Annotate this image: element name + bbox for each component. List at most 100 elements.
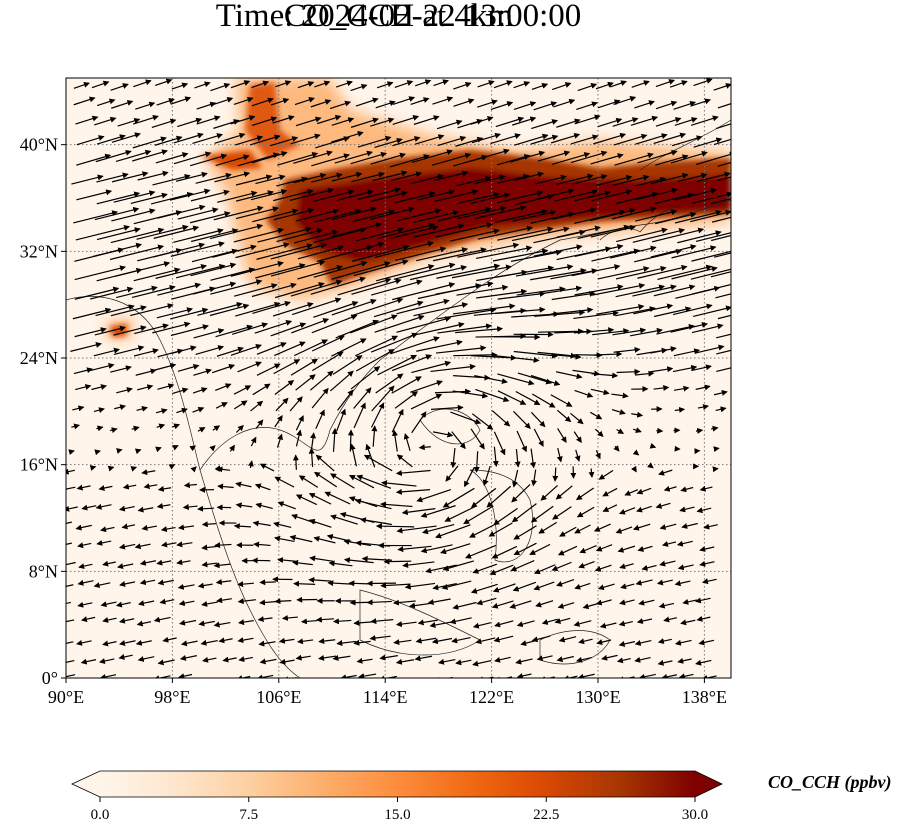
wind-arrow xyxy=(237,152,280,167)
wind-arrow xyxy=(582,603,599,610)
wind-arrow xyxy=(76,639,92,646)
wind-arrow xyxy=(433,170,469,182)
wind-arrow xyxy=(592,328,630,336)
wind-arrow xyxy=(574,582,591,590)
wind-arrow xyxy=(492,248,549,262)
wind-arrow xyxy=(230,343,262,356)
wind-arrow xyxy=(209,445,216,452)
wind-arrow xyxy=(111,100,134,109)
wind-arrow xyxy=(638,599,655,606)
wind-arrow xyxy=(160,526,176,533)
wind-arrow xyxy=(656,427,664,434)
wind-arrow xyxy=(433,189,479,203)
wind-arrow xyxy=(95,503,112,510)
wind-arrow xyxy=(237,598,256,605)
wind-arrow xyxy=(229,444,235,452)
wind-arrow xyxy=(530,448,536,469)
wind-arrow xyxy=(513,81,531,89)
wind-arrow xyxy=(574,449,581,462)
wind-arrow xyxy=(551,561,572,571)
wind-arrow xyxy=(573,310,619,320)
wind-arrow xyxy=(557,428,567,443)
wind-arrow xyxy=(497,173,530,184)
wind-arrow xyxy=(350,117,379,128)
wind-arrow xyxy=(575,487,595,501)
wind-arrow xyxy=(449,617,472,625)
wind-arrow xyxy=(531,469,538,487)
latitude-axis: 0° 8°N 16°N 24°N 32°N 40°N xyxy=(20,135,66,688)
wind-arrow xyxy=(661,541,677,547)
wind-arrow xyxy=(66,561,76,566)
wind-arrow xyxy=(613,133,648,146)
wind-arrow xyxy=(297,638,314,645)
wind-arrow xyxy=(674,406,686,413)
wind-arrow xyxy=(516,286,566,296)
wind-arrow xyxy=(579,545,597,554)
wind-arrow xyxy=(217,483,234,490)
wind-arrow xyxy=(153,242,206,258)
wind-arrow xyxy=(369,635,391,641)
wind-arrow xyxy=(693,78,713,87)
wind-arrow xyxy=(698,639,715,646)
wind-arrow xyxy=(415,79,432,87)
wind-arrow xyxy=(444,505,477,522)
map-title-line-2: Time: 2024-02-22 13:00:00 xyxy=(215,0,582,34)
wind-arrow xyxy=(413,209,460,223)
wind-arrow xyxy=(631,411,644,418)
wind-arrow xyxy=(411,411,427,434)
wind-arrow xyxy=(375,100,396,109)
wind-arrow xyxy=(618,620,633,627)
wind-arrow xyxy=(357,135,392,148)
wind-arrow xyxy=(534,174,567,185)
wind-arrow xyxy=(557,545,578,556)
wind-arrow xyxy=(616,657,631,664)
wind-arrow xyxy=(452,601,477,610)
wind-arrow xyxy=(695,384,711,391)
wind-arrow xyxy=(690,209,731,223)
wind-arrow xyxy=(76,484,91,491)
wind-arrow xyxy=(421,523,455,535)
colorbar-tick-label: 22.5 xyxy=(533,807,559,823)
wind-arrow xyxy=(416,488,452,503)
wind-arrow xyxy=(477,99,498,108)
wind-arrow xyxy=(554,617,571,624)
wind-arrow xyxy=(451,264,513,279)
wind-arrow xyxy=(411,149,453,164)
wind-arrow xyxy=(637,545,653,552)
wind-arrow xyxy=(196,101,217,110)
lat-tick-label: 32°N xyxy=(20,241,58,261)
wind-arrow xyxy=(195,345,225,356)
wind-arrow xyxy=(539,676,555,678)
wind-arrow xyxy=(195,172,232,184)
wind-arrow xyxy=(294,96,315,106)
wind-arrow xyxy=(616,227,668,243)
wind-arrow xyxy=(410,322,465,337)
wind-arrow xyxy=(450,411,482,425)
wind-arrow xyxy=(594,564,612,572)
lon-tick-label: 130°E xyxy=(575,687,620,707)
wind-arrow xyxy=(259,599,278,606)
wind-arrow xyxy=(593,132,627,145)
wind-arrow xyxy=(193,328,225,339)
wind-arrow xyxy=(134,323,169,335)
wind-arrow xyxy=(192,387,208,394)
wind-arrow xyxy=(432,247,487,262)
wind-arrow xyxy=(492,354,540,363)
wind-arrow xyxy=(131,425,140,432)
wind-arrow xyxy=(73,367,93,375)
wind-arrow xyxy=(537,150,571,162)
wind-arrow xyxy=(212,244,257,258)
wind-arrow xyxy=(597,117,623,128)
wind-arrow xyxy=(717,161,731,167)
wind-arrow xyxy=(374,137,403,149)
wind-arrow xyxy=(355,97,379,107)
wind-arrow xyxy=(556,225,601,238)
wind-arrow xyxy=(574,524,591,534)
wind-arrow xyxy=(450,448,457,469)
wind-arrow xyxy=(590,153,624,165)
wind-arrow xyxy=(636,505,652,513)
wind-arrow xyxy=(353,619,373,626)
wind-arrow xyxy=(657,638,672,645)
wind-arrow xyxy=(137,506,154,513)
wind-arrow xyxy=(390,336,440,355)
